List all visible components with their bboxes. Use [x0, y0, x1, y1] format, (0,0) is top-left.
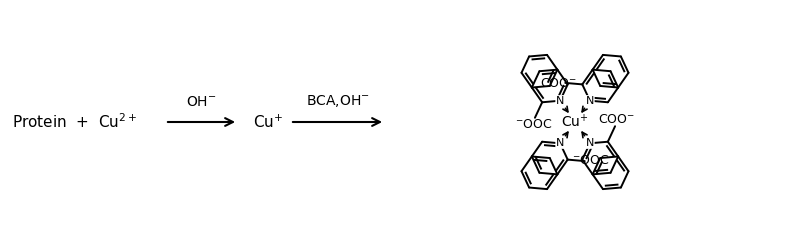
Text: N: N — [586, 138, 594, 148]
Text: BCA,OH$^{-}$: BCA,OH$^{-}$ — [306, 93, 370, 109]
Text: OH$^{-}$: OH$^{-}$ — [186, 95, 217, 109]
Text: COO$^{-}$: COO$^{-}$ — [598, 113, 634, 126]
Text: N: N — [586, 96, 594, 106]
Text: COO$^{-}$: COO$^{-}$ — [541, 78, 578, 90]
Text: Protein  +  Cu$^{2+}$: Protein + Cu$^{2+}$ — [12, 113, 138, 131]
Text: N: N — [556, 138, 564, 148]
Text: Cu$^{+}$: Cu$^{+}$ — [561, 113, 589, 131]
Text: $^{-}$OOC: $^{-}$OOC — [572, 154, 610, 167]
Text: Cu$^{+}$: Cu$^{+}$ — [253, 113, 283, 131]
Text: $^{-}$OOC: $^{-}$OOC — [515, 118, 553, 131]
Text: N: N — [556, 96, 564, 106]
